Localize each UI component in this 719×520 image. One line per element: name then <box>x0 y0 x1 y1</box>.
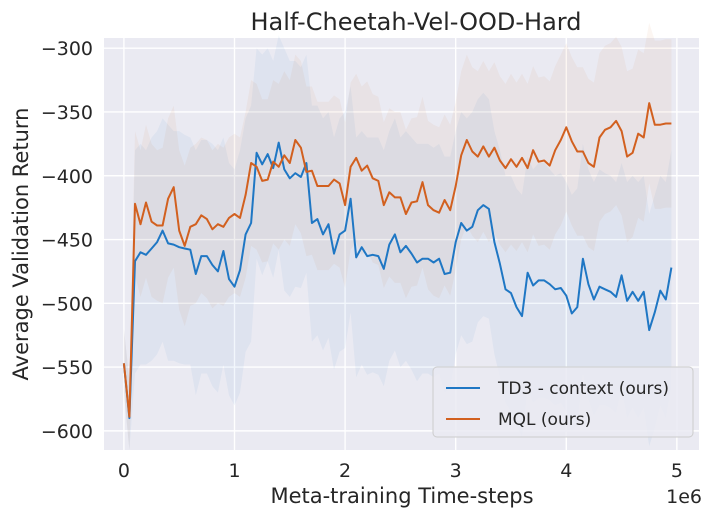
legend-label-td3: TD3 - context (ours) <box>497 379 669 399</box>
x-tick-label: 0 <box>118 460 130 482</box>
x-tick-label: 1 <box>228 460 240 482</box>
y-tick-label: −450 <box>41 230 93 252</box>
y-tick-label: −400 <box>41 166 93 188</box>
confidence-band-mql <box>123 22 672 450</box>
legend-box <box>432 366 694 438</box>
y-tick-label: −350 <box>41 102 93 124</box>
series-lines <box>122 102 673 420</box>
series-line-td3 <box>122 141 673 420</box>
chart-title: Half-Cheetah-Vel-OOD-Hard <box>251 8 582 36</box>
x-tick-label: 5 <box>671 460 683 482</box>
series-line-mql <box>122 102 672 418</box>
legend: TD3 - context (ours) MQL (ours) <box>432 366 694 438</box>
x-axis-label: Meta-training Time-steps <box>270 484 533 508</box>
legend-label-mql: MQL (ours) <box>498 410 591 430</box>
y-tick-label: −300 <box>41 38 93 60</box>
x-tick-label: 3 <box>450 460 462 482</box>
y-tick-label: −550 <box>41 357 93 379</box>
y-axis-label: Average Validation Return <box>9 108 33 381</box>
x-tick-labels: 0 1 2 3 4 5 <box>118 460 683 482</box>
y-tick-label: −500 <box>41 293 93 315</box>
y-tick-labels: −300 −350 −400 −450 −500 −550 −600 <box>41 38 93 443</box>
y-tick-label: −600 <box>41 421 93 443</box>
x-tick-label: 2 <box>339 460 351 482</box>
x-axis-scale: 1e6 <box>666 486 702 508</box>
x-tick-label: 4 <box>560 460 572 482</box>
grid <box>104 38 699 450</box>
